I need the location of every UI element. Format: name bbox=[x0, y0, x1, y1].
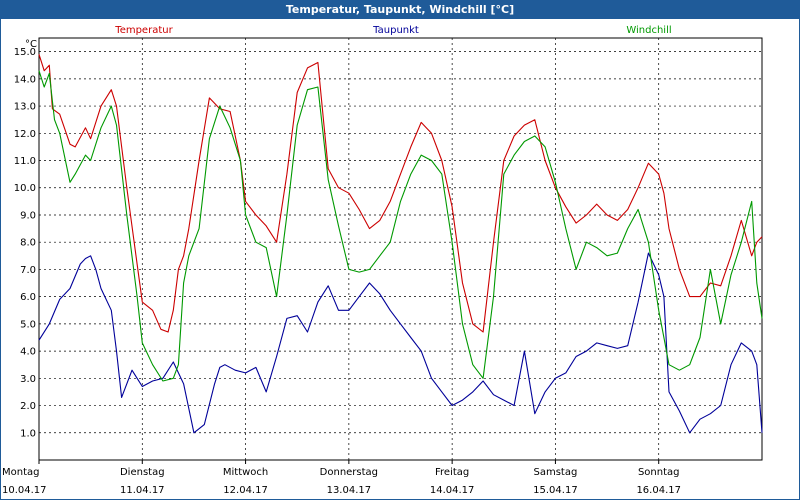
x-tick-day-label: Dienstag bbox=[120, 467, 165, 478]
x-tick-day-label: Samstag bbox=[534, 467, 578, 478]
series-line-taupunkt bbox=[38, 252, 763, 434]
y-tick-label: 1.0 bbox=[20, 428, 36, 439]
y-tick-label: 3.0 bbox=[20, 374, 36, 385]
x-tick-day-label: Montag bbox=[2, 467, 39, 478]
y-tick-label: 4.0 bbox=[20, 347, 36, 358]
y-tick-label: 9.0 bbox=[20, 210, 36, 221]
y-tick-label: 2.0 bbox=[20, 401, 36, 412]
legend-taupunkt: Taupunkt bbox=[372, 25, 419, 36]
y-tick-label: 14.0 bbox=[14, 74, 36, 85]
x-tick-date-label: 11.04.17 bbox=[120, 485, 165, 496]
y-tick-label: 13.0 bbox=[14, 102, 36, 113]
x-tick-date-label: 15.04.17 bbox=[533, 485, 578, 496]
legend-windchill: Windchill bbox=[626, 25, 671, 36]
x-tick-date-label: 14.04.17 bbox=[430, 485, 475, 496]
x-tick-date-label: 16.04.17 bbox=[636, 485, 681, 496]
x-tick-day-label: Freitag bbox=[435, 467, 469, 478]
x-tick-date-label: 10.04.17 bbox=[2, 485, 47, 496]
y-tick-label: 7.0 bbox=[20, 265, 36, 276]
x-tick-date-label: 12.04.17 bbox=[223, 485, 268, 496]
x-tick-day-label: Mittwoch bbox=[223, 467, 268, 478]
chart-title: Temperatur, Taupunkt, Windchill [°C] bbox=[1, 1, 799, 19]
legend-temperatur: Temperatur bbox=[114, 25, 173, 36]
y-tick-label: 5.0 bbox=[20, 319, 36, 330]
y-tick-label: 15.0 bbox=[14, 47, 36, 58]
y-tick-label: 12.0 bbox=[14, 129, 36, 140]
x-tick-date-label: 13.04.17 bbox=[327, 485, 372, 496]
y-tick-label: 6.0 bbox=[20, 292, 36, 303]
series-line-windchill bbox=[38, 70, 763, 382]
x-tick-day-label: Sonntag bbox=[638, 467, 680, 478]
series-line-temperatur bbox=[38, 54, 763, 333]
y-tick-label: 8.0 bbox=[20, 238, 36, 249]
y-axis-unit: °C bbox=[25, 39, 37, 50]
y-tick-label: 10.0 bbox=[14, 183, 36, 194]
x-tick-day-label: Donnerstag bbox=[320, 467, 378, 478]
y-tick-label: 11.0 bbox=[14, 156, 36, 167]
plot-area bbox=[38, 37, 763, 461]
